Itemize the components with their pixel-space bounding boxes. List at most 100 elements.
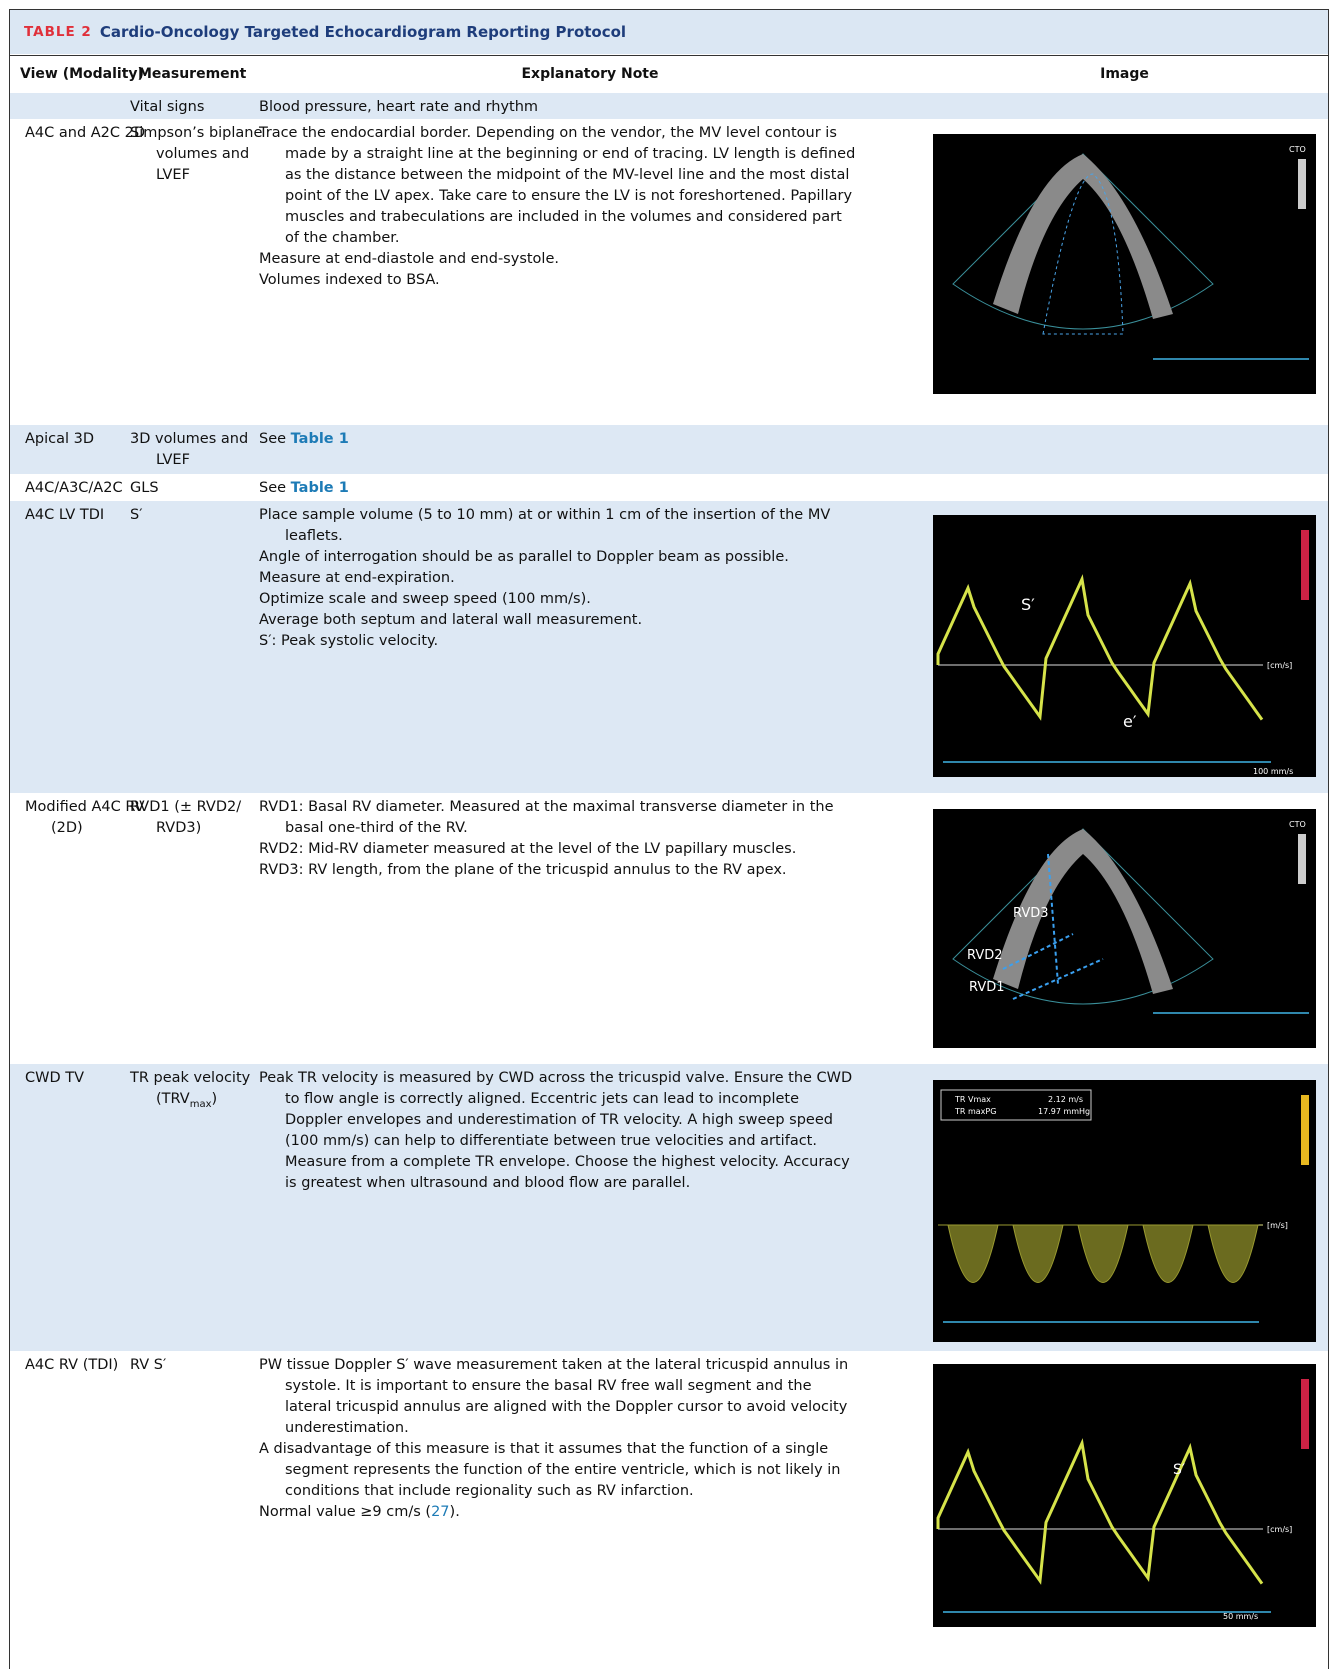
image-label: [m/s] xyxy=(1267,1221,1288,1230)
measurement-text: RV S′ xyxy=(130,1357,167,1373)
view-cell: CWD TV xyxy=(25,1068,159,1089)
note-text: See xyxy=(259,431,291,447)
note-cell: See Table 1 xyxy=(259,478,859,499)
note-text: Volumes indexed to BSA. xyxy=(259,272,440,288)
table-row: CWD TV TR peak velocity (TRVmax) Peak TR v… xyxy=(10,1064,1328,1351)
note-line: RVD3: RV length, from the plane of the t… xyxy=(259,860,859,881)
image-label: S′ xyxy=(1173,1462,1185,1478)
note-link[interactable]: 27 xyxy=(431,1504,450,1520)
image-label: [cm/s] xyxy=(1267,1525,1292,1534)
note-text: Normal value ≥9 cm/s ( xyxy=(259,1504,432,1520)
table-row: A4C LV TDI S′ Place sample volume (5 to 10… xyxy=(10,501,1328,793)
note-text: Angle of interrogation should be as para… xyxy=(259,549,789,565)
note-line: Optimize scale and sweep speed (100 mm/s… xyxy=(259,589,859,610)
note-line: Place sample volume (5 to 10 mm) at or w… xyxy=(259,505,859,547)
measurement-text: TR peak velocity (TRV xyxy=(130,1070,251,1107)
note-text: Blood pressure, heart rate and rhythm xyxy=(259,99,539,115)
note-cell: Blood pressure, heart rate and rhythm xyxy=(259,97,859,118)
note-line: Average both septum and lateral wall mea… xyxy=(259,610,859,631)
echo-image: CTO RVD3 RVD2 RVD1 xyxy=(933,809,1316,1048)
note-line: RVD1: Basal RV diameter. Measured at the… xyxy=(259,797,859,839)
table-row: Apical 3D 3D volumes and LVEF See Table 1 xyxy=(10,425,1328,474)
note-link[interactable]: Table 1 xyxy=(290,431,349,447)
echo-image: S′ [cm/s] 50 mm/s xyxy=(933,1364,1316,1627)
view-cell: A4C RV (TDI) xyxy=(25,1355,159,1376)
view-text: A4C LV TDI xyxy=(25,507,105,523)
image-label: CTO xyxy=(1289,820,1306,829)
image-label: RVD3 xyxy=(1013,906,1049,921)
image-label: CTO xyxy=(1289,145,1306,154)
measurement-text: Vital signs xyxy=(130,99,205,115)
view-text: A4C/A3C/A2C xyxy=(25,480,123,496)
image-label: S′ xyxy=(1021,595,1035,614)
image-label: TR maxPG xyxy=(954,1107,996,1116)
view-text: Apical 3D xyxy=(25,431,95,447)
note-cell: Trace the endocardial border. Depending … xyxy=(259,123,859,291)
note-line: A disadvantage of this measure is that i… xyxy=(259,1439,859,1502)
note-text: A disadvantage of this measure is that i… xyxy=(259,1441,841,1499)
measurement-text: ) xyxy=(211,1091,218,1107)
measurement-text: S′ xyxy=(130,507,143,523)
image-label: 17.97 mmHg xyxy=(1038,1107,1090,1116)
measurement-cell: GLS xyxy=(130,478,284,499)
note-line: RVD2: Mid-RV diameter measured at the le… xyxy=(259,839,859,860)
title-bar: TABLE 2 Cardio-Oncology Targeted Echocard… xyxy=(10,10,1328,54)
measurement-sub: max xyxy=(189,1098,212,1110)
table-row: A4C RV (TDI) RV S′ PW tissue Doppler S′ wa… xyxy=(10,1351,1328,1669)
note-cell: RVD1: Basal RV diameter. Measured at the… xyxy=(259,797,859,881)
column-title: Measurement xyxy=(138,66,247,82)
table-title: Cardio-Oncology Targeted Echocardiogram … xyxy=(99,23,627,41)
note-text: Average both septum and lateral wall mea… xyxy=(259,612,643,628)
note-line: S′: Peak systolic velocity. xyxy=(259,631,859,652)
note-text: S′: Peak systolic velocity. xyxy=(259,633,439,649)
note-line: Normal value ≥9 cm/s (27). xyxy=(259,1502,859,1523)
image-label: e′ xyxy=(1123,712,1137,731)
measurement-text: GLS xyxy=(130,480,159,496)
tdi-wave xyxy=(936,574,1264,721)
column-title: Image xyxy=(1100,66,1149,82)
note-text: Measure at end-diastole and end-systole. xyxy=(259,251,559,267)
table-row: Vital signs Blood pressure, heart rate an… xyxy=(10,93,1328,119)
view-text: Modified A4C RV (2D) xyxy=(25,799,145,836)
measurement-cell: S′ xyxy=(130,505,284,526)
note-text: Place sample volume (5 to 10 mm) at or w… xyxy=(259,507,831,544)
view-cell: Modified A4C RV (2D) xyxy=(25,797,159,839)
note-text: Measure at end-expiration. xyxy=(259,570,455,586)
measurement-cell: RVD1 (± RVD2/ RVD3) xyxy=(130,797,284,839)
color-bar xyxy=(1301,1379,1309,1449)
note-text: Optimize scale and sweep speed (100 mm/s… xyxy=(259,591,591,607)
column-title: View (Modality) xyxy=(20,66,144,82)
table-row: A4C and A2C 2D Simpson’s biplane volumes … xyxy=(10,119,1328,425)
measurement-cell: Simpson’s biplane volumes and LVEF xyxy=(130,123,284,186)
measurement-cell: RV S′ xyxy=(130,1355,284,1376)
measurement-cell: 3D volumes and LVEF xyxy=(130,429,284,471)
note-cell: PW tissue Doppler S′ wave measurement ta… xyxy=(259,1355,859,1523)
echo-image: CTO xyxy=(933,134,1316,394)
note-text: See xyxy=(259,480,291,496)
color-bar xyxy=(1301,530,1309,600)
table-row: A4C/A3C/A2C GLS See Table 1 xyxy=(10,474,1328,501)
cwd-envelope xyxy=(938,1224,1259,1283)
note-text: PW tissue Doppler S′ wave measurement ta… xyxy=(259,1357,849,1436)
image-label: RVD1 xyxy=(969,980,1005,995)
note-text: ). xyxy=(449,1504,460,1520)
echo-image: TR Vmax 2.12 m/s TR maxPG 17.97 mmHg [m/s] xyxy=(933,1080,1316,1342)
column-header: View (Modality) Measurement Explanatory … xyxy=(10,55,1328,94)
table-row: Modified A4C RV (2D) RVD1 (± RVD2/ RVD3) R… xyxy=(10,793,1328,1064)
note-line: Measure at end-expiration. xyxy=(259,568,859,589)
heart-wall xyxy=(993,154,1173,319)
note-link[interactable]: Table 1 xyxy=(290,480,349,496)
measurement-text: RVD1 (± RVD2/ RVD3) xyxy=(130,799,242,836)
note-line: See Table 1 xyxy=(259,478,859,499)
note-line: See Table 1 xyxy=(259,429,859,450)
note-line: Measure at end-diastole and end-systole. xyxy=(259,249,859,270)
note-text: RVD1: Basal RV diameter. Measured at the… xyxy=(259,799,834,836)
note-cell: See Table 1 xyxy=(259,429,859,450)
image-label: [cm/s] xyxy=(1267,661,1292,670)
view-text: A4C RV (TDI) xyxy=(25,1357,119,1373)
gray-scale xyxy=(1298,159,1306,209)
lv-trace xyxy=(1042,173,1124,335)
note-line: Trace the endocardial border. Depending … xyxy=(259,123,859,249)
note-line: Peak TR velocity is measured by CWD acro… xyxy=(259,1068,859,1194)
note-text: RVD3: RV length, from the plane of the t… xyxy=(259,862,787,878)
